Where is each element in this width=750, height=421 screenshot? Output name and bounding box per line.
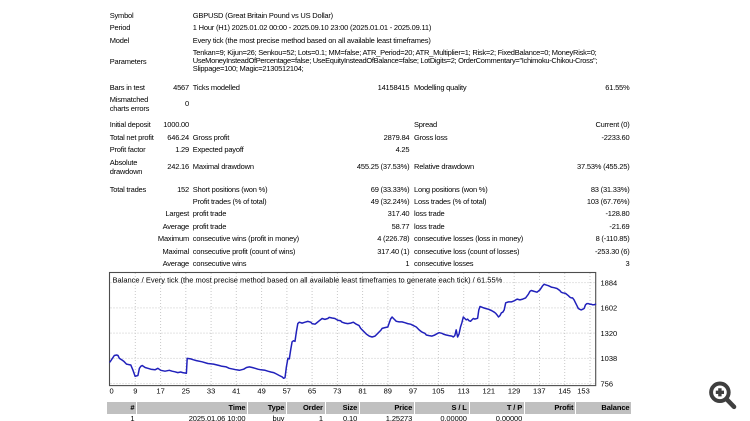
svg-text:33: 33 xyxy=(207,387,215,396)
svg-text:89: 89 xyxy=(384,387,392,396)
svg-text:1884: 1884 xyxy=(601,278,618,287)
svg-text:113: 113 xyxy=(458,387,470,396)
svg-text:57: 57 xyxy=(283,387,291,396)
svg-text:0: 0 xyxy=(110,387,114,396)
svg-text:121: 121 xyxy=(483,387,496,396)
svg-text:73: 73 xyxy=(333,387,341,396)
svg-text:81: 81 xyxy=(358,387,366,396)
svg-text:1602: 1602 xyxy=(601,304,618,313)
svg-text:129: 129 xyxy=(508,387,521,396)
svg-text:756: 756 xyxy=(601,379,614,388)
svg-text:137: 137 xyxy=(533,387,546,396)
svg-text:49: 49 xyxy=(257,387,265,396)
svg-text:105: 105 xyxy=(432,387,445,396)
svg-text:153: 153 xyxy=(577,387,590,396)
svg-text:1038: 1038 xyxy=(601,354,618,363)
svg-text:145: 145 xyxy=(558,387,571,396)
svg-text:25: 25 xyxy=(182,387,190,396)
svg-text:9: 9 xyxy=(133,387,137,396)
svg-text:1320: 1320 xyxy=(601,329,618,338)
svg-text:65: 65 xyxy=(308,387,316,396)
svg-text:97: 97 xyxy=(409,387,417,396)
svg-text:Balance / Every tick (the most: Balance / Every tick (the most precise m… xyxy=(113,275,503,284)
svg-text:17: 17 xyxy=(156,387,164,396)
svg-text:41: 41 xyxy=(232,387,240,396)
